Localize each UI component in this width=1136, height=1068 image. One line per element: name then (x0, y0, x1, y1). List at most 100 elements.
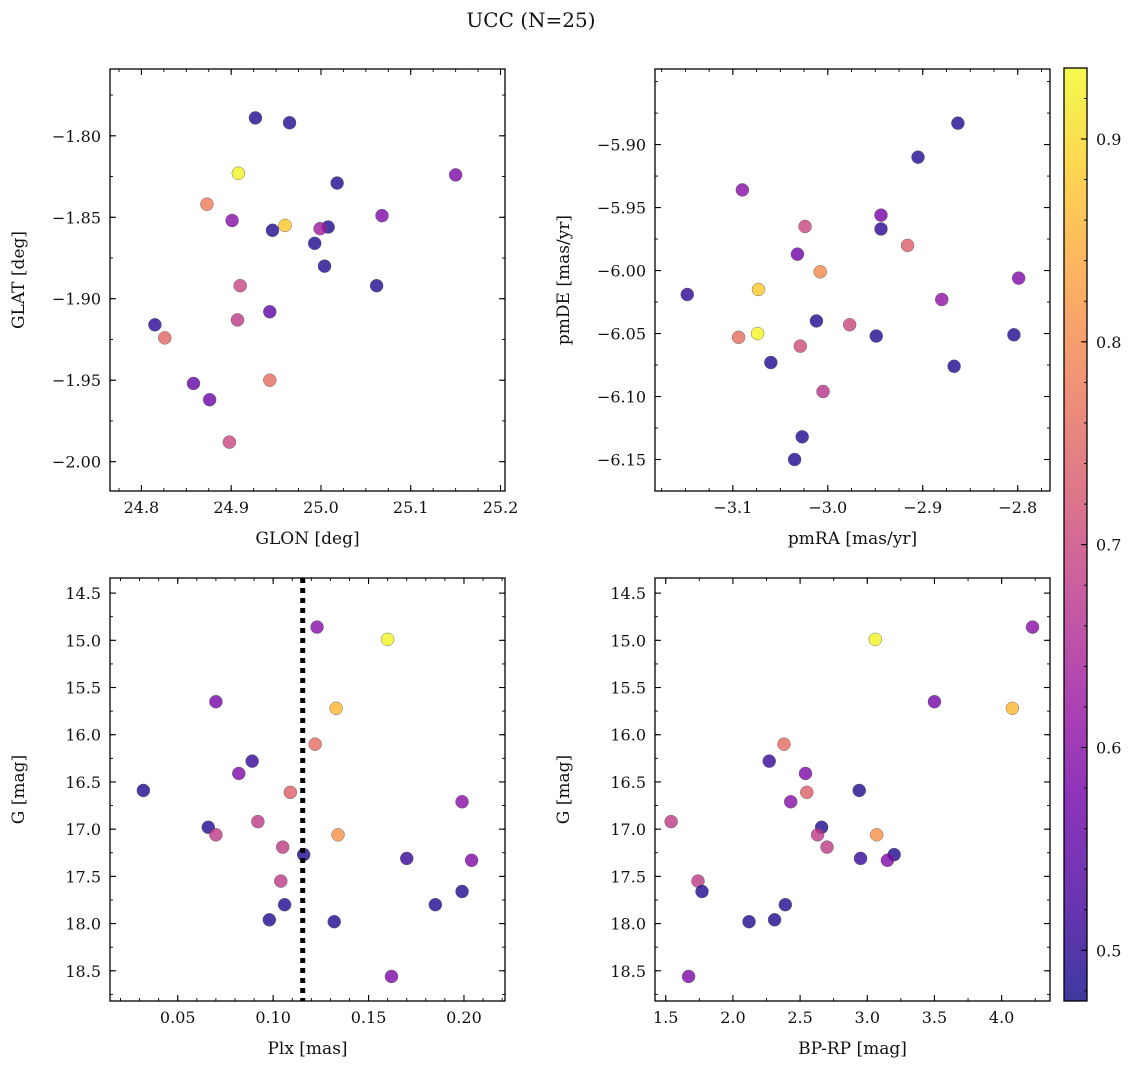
data-point (233, 279, 247, 293)
y-tick-label: −1.90 (52, 290, 101, 309)
data-point (186, 376, 201, 391)
data-point (742, 914, 756, 929)
data-point (793, 339, 807, 353)
data-point (731, 330, 746, 345)
data-point (764, 355, 778, 370)
colorbar-tick-label: 0.5 (1096, 941, 1121, 960)
data-point (209, 828, 223, 842)
data-point (202, 393, 217, 407)
data-point (767, 913, 782, 927)
colorbar-frame (1063, 67, 1088, 1002)
data-point (900, 238, 915, 253)
y-tick-label: 17.5 (610, 867, 646, 886)
x-tick-label: 25.1 (393, 498, 429, 517)
y-tick-label: −1.85 (52, 208, 101, 227)
data-point (400, 851, 414, 866)
y-tick-label: −6.10 (597, 388, 646, 407)
data-point (307, 236, 322, 251)
data-point (200, 197, 214, 211)
data-point (784, 795, 798, 809)
data-point (778, 897, 793, 912)
data-point (820, 840, 834, 854)
data-point (911, 150, 925, 164)
x-tick-label: 0.20 (446, 1008, 482, 1027)
axes-frame (654, 577, 1051, 1002)
y-tick-label: −5.90 (597, 136, 646, 155)
data-point (278, 218, 292, 233)
x-tick-label: 2.5 (787, 1008, 812, 1027)
data-point (283, 785, 298, 800)
data-point (245, 754, 259, 768)
data-point (1025, 620, 1040, 634)
data-point (798, 766, 813, 781)
colorbar-tick-label: 0.7 (1096, 536, 1121, 555)
y-tick-label: 15.5 (610, 679, 646, 698)
data-point (262, 913, 277, 927)
data-point (232, 766, 246, 781)
data-point (816, 384, 830, 399)
data-point (790, 247, 805, 261)
x-tick-label: −3.0 (808, 498, 847, 517)
data-point (274, 874, 288, 888)
data-point (800, 785, 814, 800)
x-tick-label: 24.8 (124, 498, 160, 517)
data-point (1011, 271, 1026, 285)
figure-title: UCC (N=25) (466, 8, 595, 32)
scatter-points (148, 111, 463, 449)
colorbar-tick-label: 0.6 (1096, 738, 1121, 757)
data-point (751, 282, 766, 297)
data-point (777, 737, 791, 751)
axes-frame (654, 68, 1051, 492)
data-point (810, 828, 825, 842)
data-point (375, 208, 389, 223)
x-tick-label: 3.0 (855, 1008, 880, 1027)
data-point (664, 814, 678, 829)
plx-g-panel: 0.05 0.10 0.15 0.20 14.5 15.0 15.5 16.0 16.5 17.0… (9, 577, 506, 1059)
cmd-panel: 1.5 2.0 2.5 3.0 3.5 4.0 14.5 15.0 15.5 16.0 16.5 17… (554, 577, 1051, 1059)
colorbar-gradient (1064, 68, 1087, 1001)
x-tick-label: 1.5 (653, 1008, 678, 1027)
y-axis-label: GLAT [deg] (9, 231, 29, 329)
x-axis-label: Plx [mas] (267, 1039, 347, 1059)
scatter-points (664, 620, 1040, 984)
y-tick-label: 18.0 (610, 915, 646, 934)
data-point (750, 326, 765, 341)
y-axis-label: pmDE [mas/yr] (554, 215, 574, 345)
data-point (951, 116, 965, 130)
y-tick-label: −6.15 (597, 451, 646, 470)
y-axis-label: G [mag] (9, 755, 29, 824)
x-tick-label: 25.2 (483, 498, 519, 517)
y-tick-label: 15.0 (65, 631, 101, 650)
data-point (874, 222, 888, 236)
data-point (265, 223, 280, 238)
data-point (787, 452, 802, 467)
y-tick-label: 18.0 (65, 915, 101, 934)
x-axis-label: GLON [deg] (255, 529, 359, 549)
x-tick-label: 3.5 (922, 1008, 947, 1027)
data-point (310, 620, 324, 634)
y-tick-label: −1.80 (52, 127, 101, 146)
data-point (762, 754, 776, 768)
y-tick-label: −2.00 (52, 453, 101, 472)
y-tick-label: 16.0 (65, 726, 101, 745)
data-point (853, 851, 868, 866)
data-point (222, 435, 237, 449)
pm-panel: −3.1 −3.0 −2.9 −2.8 −5.90 −5.95 −6.00 −6.05 −6.1… (554, 68, 1051, 549)
data-point (384, 969, 399, 984)
y-tick-label: 16.0 (610, 726, 646, 745)
data-point (331, 828, 345, 842)
colorbar-tick-label: 0.9 (1096, 130, 1121, 149)
y-tick-label: −1.95 (52, 371, 101, 390)
data-point (136, 783, 151, 798)
data-point (251, 814, 265, 829)
data-point (795, 430, 809, 444)
y-axis-label: G [mag] (554, 755, 574, 824)
colorbar-tick-label: 0.8 (1096, 333, 1121, 352)
y-tick-label: 17.0 (610, 820, 646, 839)
data-point (852, 783, 866, 798)
y-tick-label: 16.5 (610, 773, 646, 792)
data-point (1007, 328, 1021, 342)
data-point (428, 897, 443, 912)
axes-frame (109, 68, 506, 492)
